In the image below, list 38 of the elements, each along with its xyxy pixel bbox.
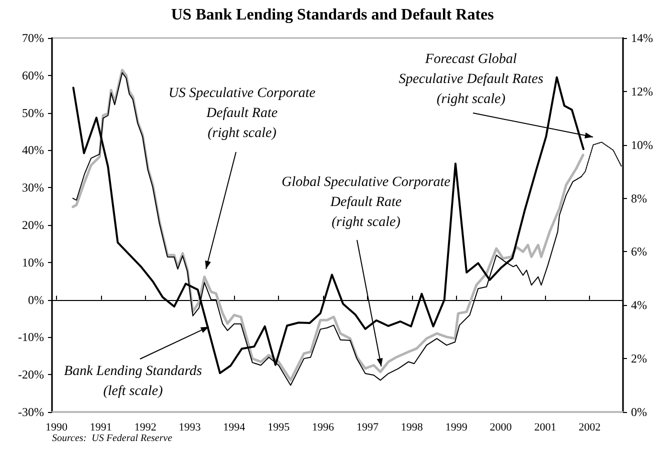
- y-tick-label: 60%: [22, 68, 44, 82]
- x-tick-label: 1993: [178, 422, 202, 434]
- annotation: US Speculative Corporate Default Rate (right scale): [168, 85, 316, 143]
- x-tick-label: 1992: [134, 422, 156, 434]
- y2-tick-label: 0%: [631, 405, 647, 419]
- y2-tick-label: 4%: [631, 298, 647, 312]
- y2-tick-label: 12%: [631, 84, 653, 98]
- y-tick-label: 10%: [22, 255, 44, 270]
- annotation: Global Speculative Corporate Default Rate (right scale): [282, 174, 450, 232]
- y-tick-label: 70%: [22, 31, 44, 45]
- annotation: Bank Lending Standards (left scale): [64, 363, 202, 401]
- x-tick-label: 1995: [268, 422, 290, 434]
- x-tick-label: 1997: [356, 422, 379, 434]
- y-tick-label: 30%: [22, 180, 44, 195]
- y2-tick-label: 2%: [631, 352, 647, 366]
- x-tick-label: 1996: [312, 422, 335, 434]
- y2-tick-label: 8%: [631, 191, 647, 206]
- x-tick-label: 2000: [490, 422, 512, 434]
- x-tick-label: 2002: [578, 422, 601, 434]
- x-tick-label: 2001: [534, 422, 556, 434]
- y-tick-label: 50%: [22, 106, 44, 120]
- y2-tick-label: 14%: [631, 31, 653, 45]
- x-tick-label: 1999: [445, 422, 468, 434]
- x-tick-label: 1990: [45, 422, 68, 434]
- y-tick-label: 0%: [28, 292, 44, 307]
- x-tick-label: 1994: [223, 422, 246, 434]
- source-note: Sources: US Federal Reserve: [52, 433, 172, 445]
- y-tick-label: 20%: [22, 218, 44, 232]
- chart-title: US Bank Lending Standards and Default Rates: [171, 6, 494, 24]
- x-tick-label: 1998: [400, 422, 424, 434]
- y2-tick-label: 10%: [631, 138, 653, 152]
- y-tick-label: 40%: [22, 143, 44, 158]
- annotation: Forecast Global Speculative Default Rates (right scale): [398, 51, 544, 109]
- y-tick-label: -20%: [18, 368, 44, 382]
- y-tick-label: -30%: [18, 405, 44, 419]
- x-tick-label: 1991: [90, 422, 112, 434]
- y2-tick-label: 6%: [631, 244, 647, 259]
- y-tick-label: -10%: [18, 330, 44, 344]
